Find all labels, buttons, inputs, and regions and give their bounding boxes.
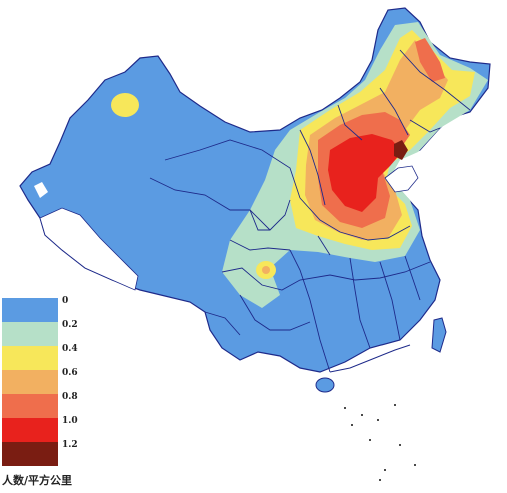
orange-spot-sichuan xyxy=(262,266,270,274)
legend-swatch xyxy=(2,370,58,394)
legend-tick-label: 0.4 xyxy=(62,344,78,354)
density-band-1.2 xyxy=(394,140,408,160)
hainan-island xyxy=(315,377,335,393)
legend-tick-label: 0.2 xyxy=(62,320,78,330)
legend-swatch xyxy=(2,298,58,322)
legend-swatch xyxy=(2,346,58,370)
legend-swatch xyxy=(2,394,58,418)
legend-tick-label: 0.8 xyxy=(62,392,78,402)
legend-tick-label: 1.2 xyxy=(62,440,78,450)
legend-swatch xyxy=(2,322,58,346)
bohai-sea xyxy=(384,165,419,193)
yellow-spot-xinjiang xyxy=(111,93,139,117)
taiwan-island xyxy=(431,317,447,353)
legend-swatch xyxy=(2,418,58,442)
blank-region xyxy=(39,207,139,291)
blank-spot xyxy=(34,182,48,198)
south-sea-islands xyxy=(344,404,416,481)
province-borders xyxy=(149,49,471,373)
legend-title: 人数/平方公里 xyxy=(2,474,73,487)
legend-tick-label: 1.0 xyxy=(62,416,78,426)
legend-tick-label: 0.6 xyxy=(62,368,78,378)
legend-swatch xyxy=(2,442,58,466)
coast-line-south xyxy=(329,344,411,373)
legend-tick-label: 0 xyxy=(62,296,69,306)
density-band-1.0 xyxy=(328,134,402,212)
density-band-0.8-northeast xyxy=(415,38,445,82)
